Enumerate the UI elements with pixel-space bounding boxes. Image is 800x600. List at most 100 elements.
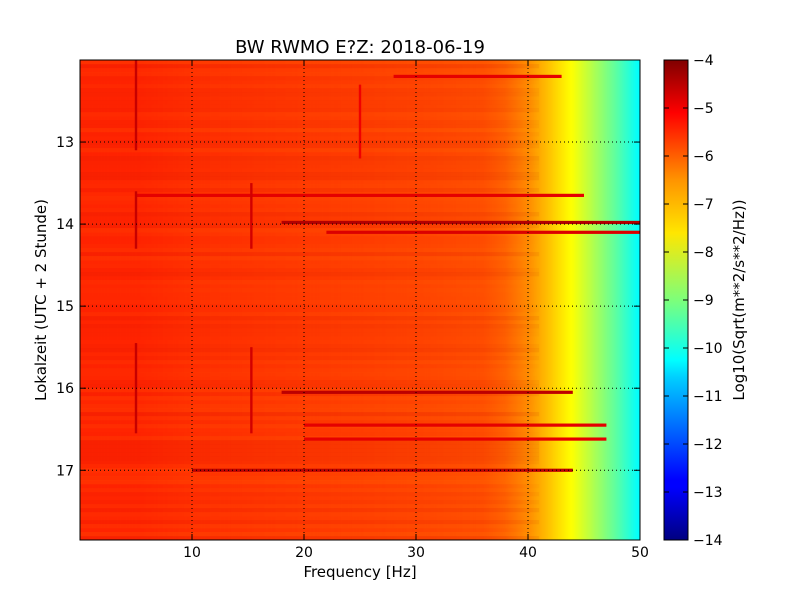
heatmap-column (105, 60, 108, 540)
heatmap-texture-row (80, 404, 540, 409)
heatmap-column (545, 60, 548, 540)
heatmap-column (624, 60, 627, 540)
chart-title: BW RWMO E?Z: 2018-06-19 (235, 37, 485, 58)
heatmap-column (260, 60, 263, 540)
heatmap-column (586, 60, 588, 540)
heatmap-column (264, 60, 267, 540)
heatmap-texture-row (80, 380, 540, 385)
heatmap-texture-row (80, 500, 539, 504)
heatmap-texture-row (80, 464, 540, 469)
heatmap-column (308, 60, 311, 540)
heatmap-column (148, 60, 151, 540)
y-axis: 13 14 15 16 17 (56, 135, 640, 479)
heatmap-column (522, 60, 525, 540)
heatmap-column (422, 60, 425, 540)
heatmap-column (349, 60, 352, 540)
heatmap-texture-row (80, 92, 540, 97)
heatmap-column (494, 60, 497, 540)
heatmap-column (80, 60, 82, 540)
heatmap-column (286, 60, 288, 540)
heatmap-column (327, 60, 330, 540)
heatmap-column (552, 60, 555, 540)
heatmap-column (626, 60, 629, 540)
heatmap-column (352, 60, 354, 540)
heatmap-texture-row (80, 164, 539, 168)
heatmap-column (95, 60, 98, 540)
heatmap-column (112, 60, 115, 540)
heatmap-texture-row (80, 408, 540, 413)
heatmap-column (431, 60, 434, 540)
heatmap-column (325, 60, 327, 540)
heatmap-column (542, 60, 545, 540)
colorbar-tick-label: −12 (693, 437, 723, 453)
heatmap-column (271, 60, 274, 540)
heatmap-texture-row (80, 232, 540, 237)
heatmap-column (473, 60, 475, 540)
heatmap-column (231, 60, 233, 540)
heatmap-column (429, 60, 432, 540)
heatmap-column (441, 60, 444, 540)
heatmap-column (554, 60, 557, 540)
heatmap-column (505, 60, 508, 540)
colorbar-tick-label: −5 (693, 101, 714, 117)
heatmap-column (412, 60, 415, 540)
heatmap-column (131, 60, 134, 540)
heatmap-column (618, 60, 621, 540)
heatmap-column (289, 60, 292, 540)
heatmap-column (498, 60, 501, 540)
heatmap-column (82, 60, 84, 540)
heatmap-texture-row (80, 88, 540, 93)
heatmap-column (469, 60, 472, 540)
heatmap-texture-row (80, 64, 540, 69)
heatmap-column (366, 60, 369, 540)
heatmap-column (459, 60, 462, 540)
heatmap-texture-row (80, 480, 540, 485)
heatmap-column (599, 60, 602, 540)
heatmap-column (230, 60, 232, 540)
heatmap-column (504, 60, 507, 540)
heatmap-column (538, 60, 540, 540)
heatmap-column (134, 60, 137, 540)
heatmap-column (314, 60, 316, 540)
heatmap-texture-row (80, 160, 539, 164)
heatmap-column (300, 60, 303, 540)
heatmap-column (200, 60, 203, 540)
x-tick-label: 30 (407, 545, 425, 561)
heatmap-column (123, 60, 126, 540)
heatmap-texture-row (80, 260, 539, 264)
heatmap-texture-row (80, 448, 540, 453)
heatmap-column (120, 60, 123, 540)
heatmap-texture-row (80, 112, 540, 117)
heatmap-column (255, 60, 258, 540)
heatmap-column (332, 60, 334, 540)
heatmap-column (492, 60, 494, 540)
heatmap-column (418, 60, 420, 540)
heatmap-column (104, 60, 107, 540)
heatmap-texture-row (80, 180, 539, 184)
heatmap-column (507, 60, 510, 540)
y-tick-label: 13 (56, 135, 74, 151)
heatmap-texture-row (80, 320, 539, 324)
heatmap-column (130, 60, 133, 540)
heatmap-column (478, 60, 481, 540)
heatmap-column (186, 60, 189, 540)
heatmap-column (437, 60, 439, 540)
heatmap-column (178, 60, 181, 540)
heatmap-column (390, 60, 392, 540)
heatmap-texture-row (80, 412, 540, 417)
heatmap-column (111, 60, 114, 540)
heatmap-column (353, 60, 355, 540)
heatmap-column (340, 60, 343, 540)
heatmap-column (122, 60, 125, 540)
heatmap-column (156, 60, 158, 540)
heatmap-column (281, 60, 284, 540)
heatmap-column (94, 60, 97, 540)
heatmap-column (540, 60, 543, 540)
heatmap-column (553, 60, 556, 540)
heatmap-column (188, 60, 191, 540)
heatmap-column (263, 60, 266, 540)
heatmap-column (209, 60, 212, 540)
heatmap-column (402, 60, 405, 540)
heatmap-column (596, 60, 599, 540)
heatmap-column (629, 60, 632, 540)
